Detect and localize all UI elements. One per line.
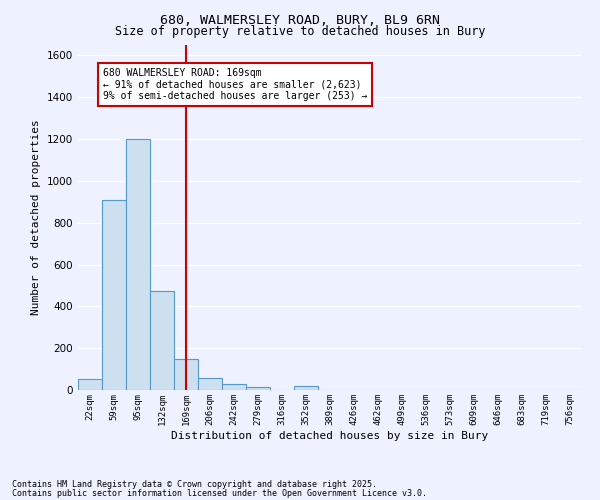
Bar bbox=[174, 358, 198, 390]
X-axis label: Distribution of detached houses by size in Bury: Distribution of detached houses by size … bbox=[172, 430, 488, 440]
Bar bbox=[126, 139, 150, 390]
Bar bbox=[102, 200, 126, 390]
Text: Size of property relative to detached houses in Bury: Size of property relative to detached ho… bbox=[115, 25, 485, 38]
Text: 680 WALMERSLEY ROAD: 169sqm
← 91% of detached houses are smaller (2,623)
9% of s: 680 WALMERSLEY ROAD: 169sqm ← 91% of det… bbox=[103, 68, 368, 101]
Bar bbox=[222, 384, 246, 390]
Y-axis label: Number of detached properties: Number of detached properties bbox=[31, 120, 41, 316]
Text: Contains HM Land Registry data © Crown copyright and database right 2025.: Contains HM Land Registry data © Crown c… bbox=[12, 480, 377, 489]
Bar bbox=[198, 378, 222, 390]
Bar bbox=[246, 388, 270, 390]
Bar bbox=[150, 290, 174, 390]
Text: Contains public sector information licensed under the Open Government Licence v3: Contains public sector information licen… bbox=[12, 488, 427, 498]
Bar bbox=[294, 386, 318, 390]
Bar bbox=[78, 378, 102, 390]
Text: 680, WALMERSLEY ROAD, BURY, BL9 6RN: 680, WALMERSLEY ROAD, BURY, BL9 6RN bbox=[160, 14, 440, 27]
